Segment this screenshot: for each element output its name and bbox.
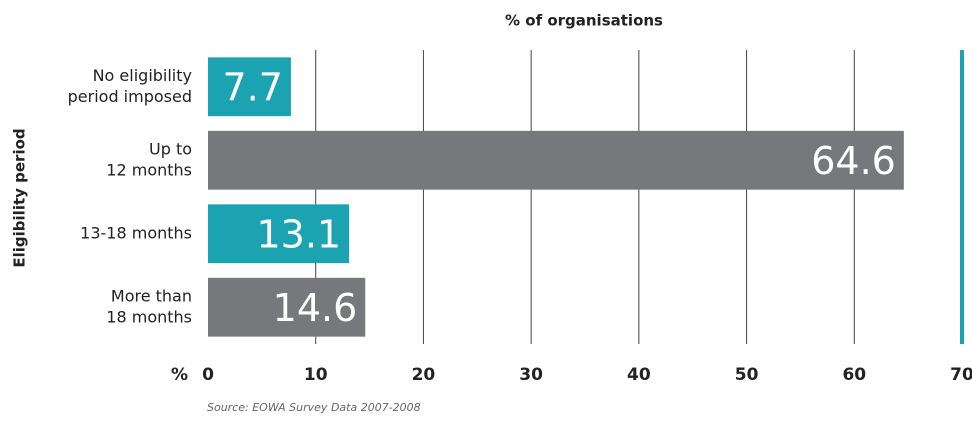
x-tick-label: 70	[950, 365, 972, 385]
bar	[208, 204, 350, 264]
x-tick-label: 40	[627, 365, 651, 385]
chart-title: % of organisations	[505, 12, 663, 30]
x-tick-label: 50	[735, 365, 759, 385]
x-tick-label: 0	[202, 365, 214, 385]
value-label: 7.7	[223, 65, 283, 109]
y-tick-label: More than	[111, 286, 192, 305]
x-tick-label: 10	[304, 365, 328, 385]
y-tick-label: period imposed	[68, 87, 192, 106]
y-tick-label: No eligibility	[93, 66, 192, 85]
x-unit: %	[171, 365, 188, 385]
bar	[208, 130, 904, 190]
x-tick-label: 60	[842, 365, 866, 385]
value-label: 64.6	[811, 139, 896, 183]
value-label: 14.6	[273, 286, 358, 330]
y-tick-label: 13-18 months	[80, 223, 192, 242]
y-axis-label: Eligibility period	[11, 128, 29, 267]
x-tick-label: 30	[519, 365, 543, 385]
x-tick-label: 20	[412, 365, 436, 385]
y-tick-label: 12 months	[106, 160, 192, 179]
value-label: 13.1	[256, 212, 341, 256]
source: Source: EOWA Survey Data 2007-2008	[207, 401, 421, 414]
y-tick-label: Up to	[149, 139, 192, 158]
bar	[208, 57, 291, 117]
bar	[208, 277, 366, 337]
y-tick-label: 18 months	[106, 307, 192, 326]
